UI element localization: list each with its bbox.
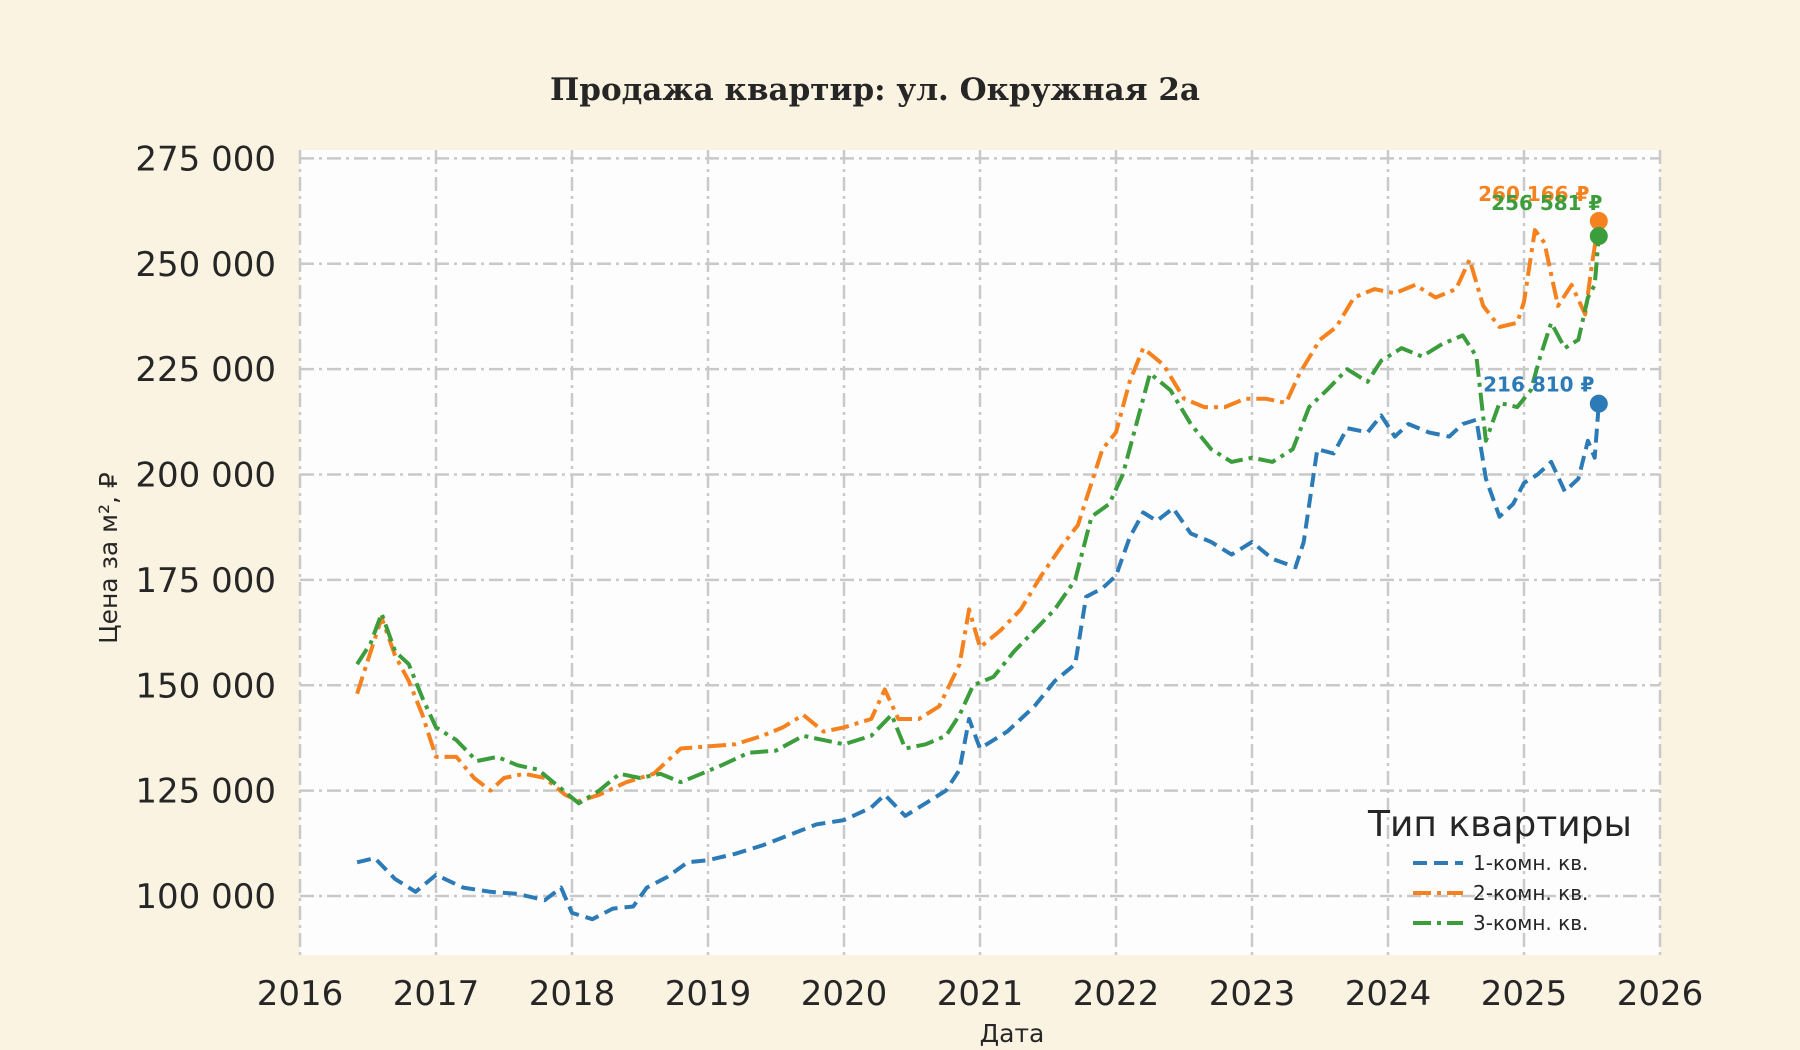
y-tick-label: 100 000 [135, 877, 276, 917]
legend-label: 2-комн. кв. [1473, 881, 1588, 905]
x-tick-label: 2017 [393, 974, 480, 1014]
tick-labels: 2016 2017 2018 2019 2020 2021 2022 2023 2024 2025… [135, 139, 1703, 1014]
legend-title: Тип квартиры [1367, 804, 1632, 845]
chart-title: Продажа квартир: ул. Окружная 2а [550, 72, 1200, 108]
end-point-marker [1589, 227, 1608, 246]
y-tick-label: 175 000 [135, 561, 276, 601]
y-tick-label: 225 000 [135, 350, 276, 390]
end-value-label: 216 810 ₽ [1483, 373, 1594, 397]
x-tick-label: 2024 [1345, 974, 1432, 1014]
series-line-2 [355, 220, 1601, 804]
legend: Тип квартиры 1-комн. кв. 2-комн. кв. 3-ком… [1367, 804, 1632, 935]
legend-label: 1-комн. кв. [1473, 851, 1588, 875]
y-tick-label: 275 000 [135, 139, 276, 179]
y-tick-label: 125 000 [135, 772, 276, 812]
y-tick-label: 250 000 [135, 245, 276, 285]
end-markers: 216 810 ₽ 260 166 ₽256 581 ₽ [1478, 182, 1608, 413]
y-axis-label: Цена за м², ₽ [94, 472, 123, 644]
series-line-1 [356, 403, 1601, 922]
end-value-label: 260 166 ₽ [1478, 182, 1589, 206]
x-tick-label: 2021 [937, 974, 1024, 1014]
x-tick-label: 2018 [529, 974, 616, 1014]
x-tick-label: 2023 [1209, 974, 1296, 1014]
x-axis-label: Дата [980, 1019, 1045, 1048]
x-tick-label: 2016 [257, 974, 344, 1014]
y-tick-label: 200 000 [135, 456, 276, 496]
y-tick-label: 150 000 [135, 666, 276, 706]
x-tick-label: 2026 [1617, 974, 1704, 1014]
x-tick-label: 2022 [1073, 974, 1160, 1014]
x-tick-label: 2025 [1481, 974, 1568, 1014]
series-line-3 [355, 235, 1601, 806]
legend-items: 1-комн. кв. 2-комн. кв. 3-комн. кв. [1413, 851, 1588, 935]
x-tick-label: 2020 [801, 974, 888, 1014]
end-value-label: 256 581 ₽ [1491, 191, 1602, 215]
legend-label: 3-комн. кв. [1473, 911, 1588, 935]
plot-area [300, 150, 1660, 955]
end-point-marker [1589, 394, 1608, 413]
x-tick-label: 2019 [665, 974, 752, 1014]
end-point-marker [1589, 211, 1608, 230]
series-lines [355, 220, 1601, 922]
